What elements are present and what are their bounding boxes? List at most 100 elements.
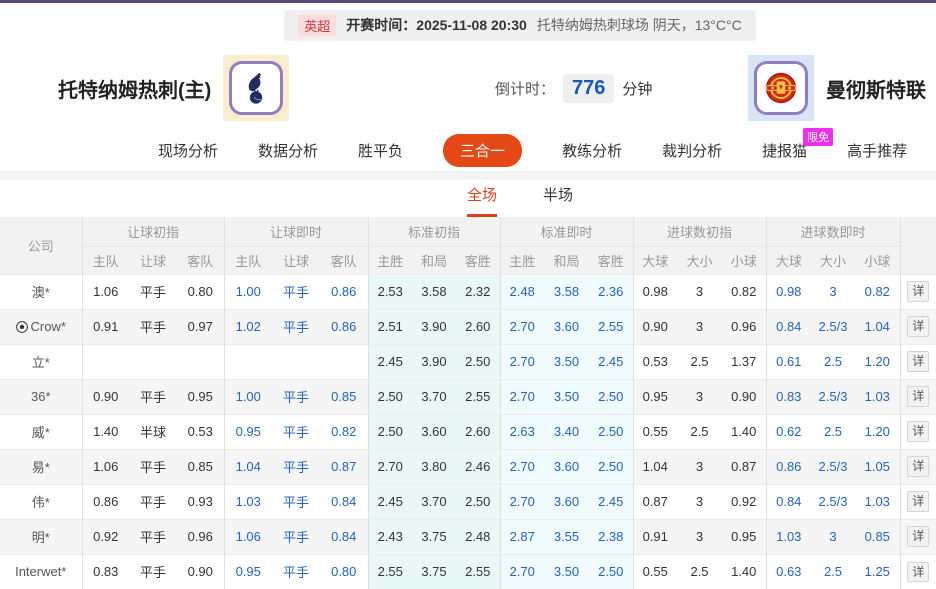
odds-cell-std_init: 2.51 <box>367 308 412 344</box>
odds-cell-goals_init: 3 <box>677 518 722 554</box>
group-header-goals_live: 进球数即时 <box>765 217 901 247</box>
odds-cell-handicap_live: 平手 <box>272 413 320 449</box>
odds-cell-handicap_live: 平手 <box>272 483 320 519</box>
league-badge: 英超 <box>298 14 337 36</box>
home-team: 托特纳姆热刺(主) <box>58 55 290 121</box>
nav-item-referee-analysis[interactable]: 裁判分析 <box>662 142 723 160</box>
odds-cell-handicap_init: 0.96 <box>177 518 224 554</box>
nav-item-win-draw-lose[interactable]: 胜平负 <box>358 142 404 160</box>
odds-cell-handicap_init: 0.90 <box>81 378 129 414</box>
odds-cell-handicap_init <box>81 343 129 379</box>
odds-cell-handicap_live: 平手 <box>272 448 320 484</box>
detail-button[interactable]: 详 <box>907 526 930 547</box>
odds-cell-std_live: 3.60 <box>544 483 589 519</box>
odds-cell-std_init: 3.90 <box>412 308 456 344</box>
odds-cell-std_live: 3.55 <box>544 518 589 554</box>
odds-cell-std_live: 2.50 <box>589 553 633 589</box>
nav-item-live-analysis[interactable]: 现场分析 <box>158 142 219 160</box>
countdown-label: 倒计时： <box>494 80 555 98</box>
detail-button[interactable]: 详 <box>907 561 930 582</box>
detail-button[interactable]: 详 <box>907 386 930 407</box>
odds-cell-std_init: 2.60 <box>456 413 500 449</box>
odds-cell-std_live: 3.50 <box>544 343 589 379</box>
odds-cell-handicap_live: 0.84 <box>320 483 368 519</box>
detail-button[interactable]: 详 <box>907 491 930 512</box>
odds-cell-goals_live: 1.20 <box>855 343 901 379</box>
group-header-handicap_live: 让球即时 <box>223 217 368 247</box>
odds-cell-goals_live: 0.84 <box>765 483 812 519</box>
odds-cell-handicap_live: 平手 <box>272 308 320 344</box>
odds-cell-goals_init: 1.40 <box>722 413 767 449</box>
odds-cell-goals_init: 0.90 <box>722 378 767 414</box>
odds-cell-handicap_live <box>223 343 272 379</box>
company-name: 威* <box>0 413 83 449</box>
period-tabs: 全场 半场 <box>52 180 936 217</box>
odds-cell-std_init: 2.70 <box>367 448 412 484</box>
company-name: 易* <box>0 448 83 484</box>
odds-cell-handicap_live: 0.87 <box>320 448 368 484</box>
group-header-std_init: 标准初指 <box>367 217 500 247</box>
odds-cell-goals_init: 2.5 <box>677 553 722 589</box>
odds-cell-std_init: 2.48 <box>456 518 500 554</box>
odds-cell-std_init: 2.50 <box>367 378 412 414</box>
sub-header: 客队 <box>320 246 368 274</box>
detail-button[interactable]: 详 <box>907 351 930 372</box>
odds-cell-goals_live: 1.03 <box>855 483 901 519</box>
odds-cell-goals_init: 0.55 <box>632 553 677 589</box>
odds-cell-std_init: 3.70 <box>412 483 456 519</box>
nav-item-jiebao-cat[interactable]: 捷报猫 限免 <box>762 127 834 161</box>
odds-cell-std_live: 2.48 <box>499 273 544 309</box>
odds-cell-goals_live: 3 <box>811 518 856 554</box>
odds-cell-std_init: 3.75 <box>412 553 456 589</box>
odds-cell-goals_live: 0.84 <box>765 308 812 344</box>
odds-cell-std_init: 2.55 <box>456 553 500 589</box>
odds-cell-handicap_init: 平手 <box>129 448 177 484</box>
odds-cell-goals_live: 2.5/3 <box>811 378 856 414</box>
odds-cell-goals_init: 3 <box>677 308 722 344</box>
company-name: Interwet* <box>0 553 83 589</box>
odds-cell-handicap_live: 0.84 <box>320 518 368 554</box>
odds-cell-handicap_live: 1.00 <box>223 378 272 414</box>
odds-cell-goals_init: 0.53 <box>632 343 677 379</box>
tab-full-time[interactable]: 全场 <box>466 184 497 217</box>
away-crest-box <box>748 55 814 121</box>
nav-item-expert-picks[interactable]: 高手推荐 <box>847 142 908 160</box>
odds-cell-goals_live: 0.85 <box>855 518 901 554</box>
odds-row: 易* 1.06 平手 0.85 1.04 平手 0.87 2.70 3.80 2.46 2.70 3.… <box>0 448 936 484</box>
odds-cell-goals_init: 0.90 <box>632 308 677 344</box>
odds-cell-std_init: 2.50 <box>367 413 412 449</box>
detail-button[interactable]: 详 <box>907 316 930 337</box>
venue-weather: 托特纳姆热刺球场 阴天，13°C°C <box>536 17 742 33</box>
odds-cell-goals_live: 1.20 <box>855 413 901 449</box>
detail-button[interactable]: 详 <box>907 421 930 442</box>
odds-cell-std_live: 3.60 <box>544 448 589 484</box>
odds-cell-std_init: 3.60 <box>412 413 456 449</box>
detail-button[interactable]: 详 <box>907 281 930 302</box>
odds-cell-std_init: 2.50 <box>456 483 500 519</box>
odds-cell-handicap_live: 0.95 <box>223 413 272 449</box>
nav-item-coach-analysis[interactable]: 教练分析 <box>562 142 623 160</box>
odds-table: 公司 让球初指 让球即时 标准初指 标准即时 进球数初指 进球数即时 主队 让球 客队 主队 让球 客队… <box>0 217 936 589</box>
countdown-unit: 分钟 <box>622 80 653 98</box>
odds-cell-goals_live: 0.98 <box>765 273 812 309</box>
odds-cell-goals_init: 2.5 <box>677 413 722 449</box>
detail-button[interactable]: 详 <box>907 456 930 477</box>
odds-row: 威* 1.40 半球 0.53 0.95 平手 0.82 2.50 3.60 2.60 2.63 3.… <box>0 413 936 449</box>
countdown-value: 776 <box>562 73 615 103</box>
sub-header: 小球 <box>722 246 767 274</box>
odds-cell-handicap_init: 0.85 <box>177 448 224 484</box>
home-team-name: 托特纳姆热刺(主) <box>58 79 212 102</box>
odds-cell-handicap_init: 0.83 <box>81 553 129 589</box>
nav-item-data-analysis[interactable]: 数据分析 <box>258 142 319 160</box>
nav-item-three-in-one[interactable]: 三合一 <box>443 133 523 167</box>
sub-header: 主胜 <box>499 246 544 274</box>
odds-cell-handicap_live: 1.03 <box>223 483 272 519</box>
odds-cell-handicap_init: 0.53 <box>177 413 224 449</box>
odds-cell-handicap_init: 0.80 <box>177 273 224 309</box>
odds-cell-goals_live: 0.62 <box>765 413 812 449</box>
countdown: 倒计时： 776 分钟 <box>344 73 803 103</box>
sub-header: 大球 <box>765 246 812 274</box>
tab-half-time[interactable]: 半场 <box>543 187 574 204</box>
odds-cell-std_live: 2.70 <box>499 553 544 589</box>
odds-row: 明* 0.92 平手 0.96 1.06 平手 0.84 2.43 3.75 2.48 2.87 3.… <box>0 518 936 554</box>
